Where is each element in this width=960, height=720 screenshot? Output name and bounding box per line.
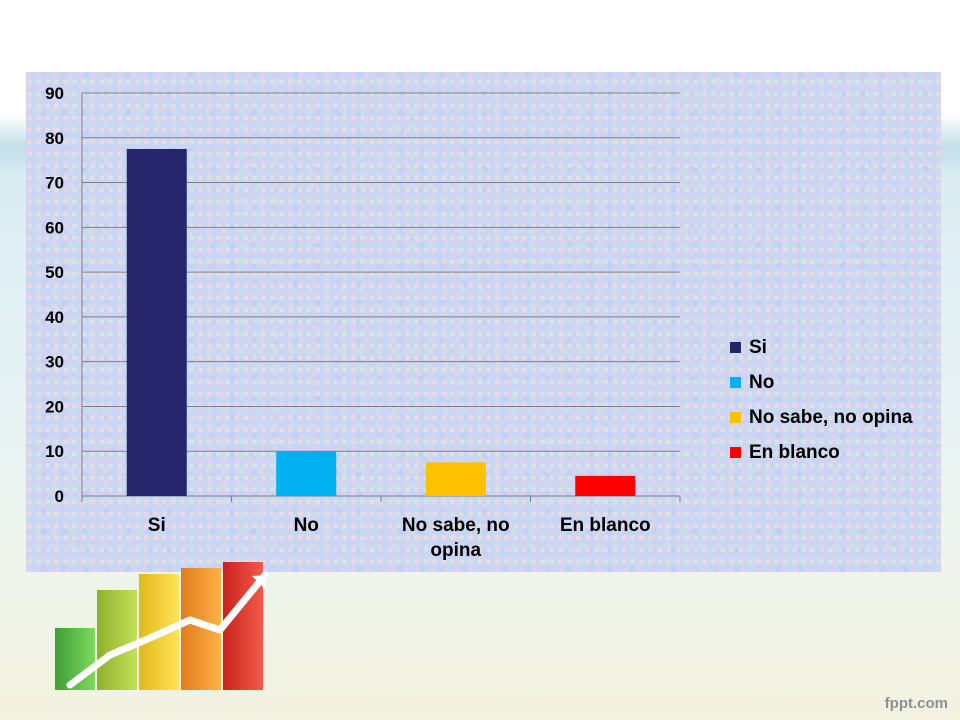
y-tick-label: 80	[45, 129, 64, 148]
brand-text: fppt.com	[884, 695, 948, 712]
y-tick-label: 40	[45, 308, 64, 327]
legend-item: Si	[730, 330, 913, 365]
y-tick-label: 90	[45, 84, 64, 103]
bar-1	[276, 451, 337, 496]
legend-item: No	[730, 365, 913, 400]
y-tick-label: 10	[45, 442, 64, 461]
x-tick-label: No sabe, no	[402, 515, 510, 536]
x-tick-label: opina	[430, 540, 481, 561]
legend-swatch	[730, 447, 741, 458]
y-tick-label: 30	[45, 353, 64, 372]
bar-chart: 0 10 20 30 40 50 60 70 80 90 Si No No sabe, no opina E…	[45, 84, 681, 561]
x-tick-label: En blanco	[560, 515, 651, 536]
y-tick-label: 0	[55, 487, 64, 506]
y-tick-label: 60	[45, 218, 64, 237]
legend-swatch	[730, 377, 741, 388]
chart-panel: 0 10 20 30 40 50 60 70 80 90 Si No No sabe, no opina E…	[26, 72, 941, 572]
legend-item: No sabe, no opina	[730, 400, 913, 435]
growth-chart-icon	[55, 562, 269, 690]
legend-swatch	[730, 412, 741, 423]
y-tick-label: 50	[45, 263, 64, 282]
legend-item: En blanco	[730, 435, 913, 470]
y-tick-label: 70	[45, 174, 64, 193]
legend-label: No	[749, 371, 775, 393]
legend-label: No sabe, no opina	[749, 406, 913, 428]
bar-3	[575, 475, 636, 496]
legend: Si No No sabe, no opina En blanco	[730, 330, 913, 470]
x-tick-label: Si	[148, 515, 166, 536]
legend-swatch	[730, 342, 741, 353]
bar-0	[126, 148, 187, 496]
bar-2	[425, 462, 486, 496]
y-tick-label: 20	[45, 397, 64, 416]
legend-label: Si	[749, 336, 767, 358]
x-tick-label: No	[294, 515, 319, 536]
legend-label: En blanco	[749, 441, 840, 463]
